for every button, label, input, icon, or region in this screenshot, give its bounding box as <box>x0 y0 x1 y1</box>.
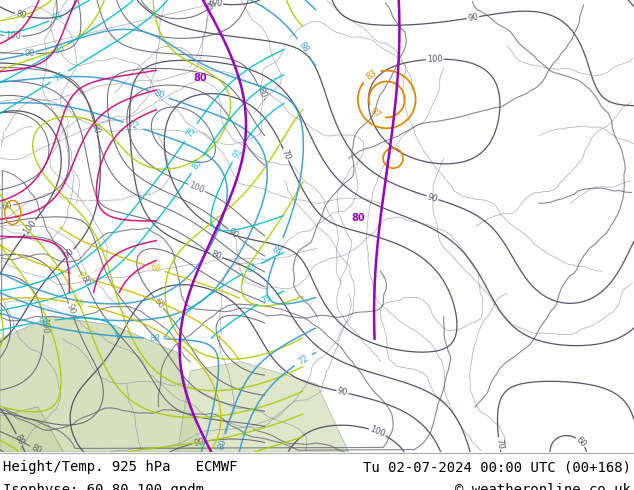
Text: 90: 90 <box>65 303 77 316</box>
Text: 90: 90 <box>467 12 479 23</box>
Text: 88: 88 <box>149 334 160 343</box>
Text: 80: 80 <box>193 74 207 83</box>
Text: 90: 90 <box>426 192 439 204</box>
Text: 100: 100 <box>39 318 49 334</box>
Text: © weatheronline.co.uk: © weatheronline.co.uk <box>455 483 631 490</box>
Text: 100: 100 <box>22 218 39 236</box>
Text: 100: 100 <box>368 425 386 439</box>
Text: 100: 100 <box>427 54 443 64</box>
Text: 80: 80 <box>153 89 165 100</box>
Text: 88: 88 <box>72 298 84 309</box>
Text: Tu 02-07-2024 00:00 UTC (00+168): Tu 02-07-2024 00:00 UTC (00+168) <box>363 461 631 474</box>
Polygon shape <box>0 317 203 452</box>
Polygon shape <box>0 407 63 452</box>
Text: 80: 80 <box>90 122 101 135</box>
Text: 100: 100 <box>4 31 21 41</box>
Text: 70: 70 <box>494 438 505 450</box>
Text: 68: 68 <box>148 262 161 274</box>
Text: 80: 80 <box>256 86 268 99</box>
Text: 100: 100 <box>205 0 223 9</box>
Text: 72: 72 <box>127 120 140 132</box>
Text: 88: 88 <box>297 41 310 54</box>
Text: 80: 80 <box>13 433 25 446</box>
Text: 90: 90 <box>226 226 240 240</box>
Text: 90: 90 <box>25 49 35 58</box>
Text: 83: 83 <box>53 43 67 56</box>
Text: 75: 75 <box>261 293 274 306</box>
Text: 72: 72 <box>296 353 310 367</box>
Text: 90: 90 <box>62 247 76 261</box>
Text: 91: 91 <box>39 316 50 326</box>
Text: Isophyse: 60 80 100 gpdm: Isophyse: 60 80 100 gpdm <box>3 483 204 490</box>
Text: 83: 83 <box>364 69 378 82</box>
Text: 60: 60 <box>152 296 166 310</box>
Text: 70: 70 <box>280 148 292 162</box>
Text: Height/Temp. 925 hPa   ECMWF: Height/Temp. 925 hPa ECMWF <box>3 461 238 474</box>
Text: 90: 90 <box>337 387 349 398</box>
Text: 80: 80 <box>217 438 228 450</box>
Text: 83: 83 <box>245 262 259 275</box>
Text: 87: 87 <box>368 107 382 121</box>
Text: 80: 80 <box>79 274 91 288</box>
Text: 90: 90 <box>193 437 205 448</box>
Text: 75: 75 <box>184 125 198 139</box>
Text: 100: 100 <box>188 181 206 195</box>
Text: 80: 80 <box>15 9 27 21</box>
Text: 75: 75 <box>53 70 67 83</box>
Text: 80: 80 <box>210 249 223 262</box>
Text: 60: 60 <box>574 435 588 449</box>
Text: 83: 83 <box>190 158 204 172</box>
Text: 60: 60 <box>205 0 219 12</box>
Text: 78: 78 <box>75 271 88 282</box>
Text: 80: 80 <box>352 214 365 223</box>
Text: 88: 88 <box>273 241 285 254</box>
Text: 91: 91 <box>231 146 244 160</box>
Polygon shape <box>178 362 349 452</box>
Text: 91: 91 <box>52 10 65 23</box>
Text: 60: 60 <box>1 201 13 212</box>
Text: 80: 80 <box>29 443 43 456</box>
